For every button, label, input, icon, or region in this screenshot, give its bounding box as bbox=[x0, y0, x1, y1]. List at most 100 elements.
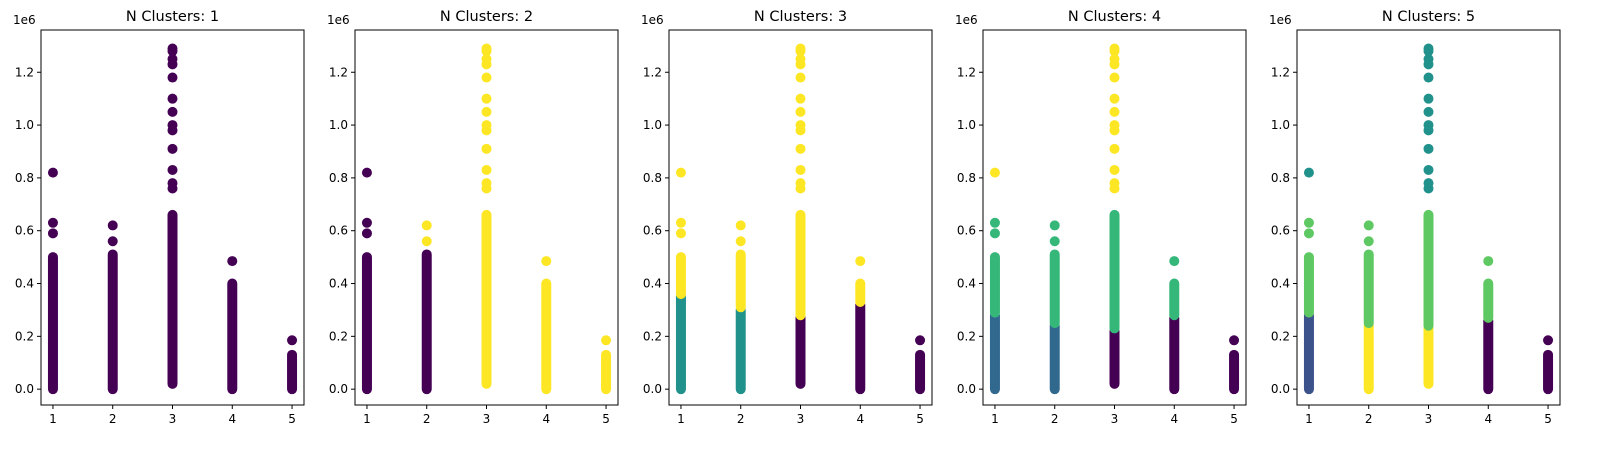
data-point bbox=[1169, 256, 1180, 267]
data-point bbox=[1423, 43, 1434, 54]
point-cluster bbox=[227, 278, 238, 395]
data-point bbox=[481, 178, 492, 189]
x-tick-label: 4 bbox=[228, 412, 236, 426]
point-cluster bbox=[1483, 315, 1494, 395]
y-tick-label: 0.2 bbox=[329, 329, 348, 343]
data-point bbox=[795, 178, 806, 189]
data-point bbox=[167, 178, 178, 189]
data-point bbox=[47, 217, 58, 228]
y-tick-label: 0.2 bbox=[15, 329, 34, 343]
x-tick-label: 2 bbox=[1051, 412, 1059, 426]
point-cluster bbox=[601, 349, 612, 395]
y-tick-label: 0.6 bbox=[329, 224, 348, 238]
data-point bbox=[1109, 106, 1120, 117]
data-point bbox=[1229, 335, 1240, 346]
data-point bbox=[167, 120, 178, 131]
data-point bbox=[421, 236, 432, 247]
data-point bbox=[1109, 143, 1120, 154]
x-tick-label: 1 bbox=[677, 412, 685, 426]
y-tick-label: 0.0 bbox=[1271, 382, 1290, 396]
x-tick-label: 4 bbox=[542, 412, 550, 426]
scatter-series bbox=[675, 43, 926, 395]
chart-title: N Clusters: 1 bbox=[126, 9, 219, 25]
chart-panel-5: 1 2 3 4 5 0.0 0.2 0.4 0.6 0.8 1.0 1.2 1e6 N Clusters:… bbox=[1269, 9, 1561, 426]
y-scale-offset-label: 1e6 bbox=[1269, 13, 1292, 27]
data-point bbox=[795, 106, 806, 117]
data-point bbox=[675, 228, 686, 239]
data-point bbox=[361, 217, 372, 228]
point-cluster bbox=[1363, 320, 1374, 395]
data-point bbox=[481, 43, 492, 54]
data-point bbox=[167, 43, 178, 54]
point-cluster bbox=[855, 278, 866, 308]
y-tick-label: 1.0 bbox=[643, 118, 662, 132]
point-cluster bbox=[855, 299, 866, 395]
data-point bbox=[1483, 256, 1494, 267]
point-cluster bbox=[989, 310, 1000, 395]
point-cluster bbox=[47, 252, 58, 395]
point-cluster bbox=[795, 312, 806, 389]
y-tick-label: 0.0 bbox=[15, 382, 34, 396]
x-tick-label: 5 bbox=[1230, 412, 1238, 426]
point-cluster bbox=[915, 349, 926, 395]
data-point bbox=[855, 256, 866, 267]
data-point bbox=[989, 228, 1000, 239]
chart-title: N Clusters: 2 bbox=[440, 9, 533, 25]
data-point bbox=[481, 143, 492, 154]
x-tick-label: 2 bbox=[423, 412, 431, 426]
x-tick-label: 2 bbox=[109, 412, 117, 426]
chart-title: N Clusters: 4 bbox=[1068, 9, 1161, 25]
point-cluster bbox=[795, 209, 806, 321]
data-point bbox=[1303, 228, 1314, 239]
x-tick-label: 4 bbox=[1170, 412, 1178, 426]
scatter-series bbox=[1303, 43, 1554, 395]
data-point bbox=[47, 228, 58, 239]
y-tick-label: 1.2 bbox=[957, 65, 976, 79]
data-point bbox=[361, 228, 372, 239]
y-tick-label: 0.4 bbox=[1271, 277, 1290, 291]
data-point bbox=[795, 43, 806, 54]
data-point bbox=[1423, 164, 1434, 175]
data-point bbox=[1109, 72, 1120, 83]
y-tick-label: 1.0 bbox=[15, 118, 34, 132]
data-point bbox=[1423, 106, 1434, 117]
data-point bbox=[989, 167, 1000, 178]
y-tick-label: 0.4 bbox=[329, 277, 348, 291]
data-point bbox=[795, 164, 806, 175]
data-point bbox=[541, 256, 552, 267]
data-point bbox=[167, 54, 178, 65]
data-point bbox=[1423, 93, 1434, 104]
y-scale-offset-label: 1e6 bbox=[955, 13, 978, 27]
y-tick-label: 1.2 bbox=[643, 65, 662, 79]
data-point bbox=[1423, 143, 1434, 154]
y-tick-label: 0.8 bbox=[957, 171, 976, 185]
data-point bbox=[481, 72, 492, 83]
point-cluster bbox=[1109, 326, 1120, 389]
data-point bbox=[287, 335, 298, 346]
data-point bbox=[1423, 120, 1434, 131]
x-tick-label: 4 bbox=[1484, 412, 1492, 426]
data-point bbox=[167, 143, 178, 154]
data-point bbox=[1303, 217, 1314, 228]
data-point bbox=[167, 164, 178, 175]
chart-title: N Clusters: 5 bbox=[1382, 9, 1475, 25]
y-scale-offset-label: 1e6 bbox=[13, 13, 36, 27]
data-point bbox=[107, 236, 118, 247]
data-point bbox=[1049, 236, 1060, 247]
data-point bbox=[735, 236, 746, 247]
data-point bbox=[675, 217, 686, 228]
data-point bbox=[481, 54, 492, 65]
x-tick-label: 3 bbox=[1425, 412, 1433, 426]
chart-panel-4: 1 2 3 4 5 0.0 0.2 0.4 0.6 0.8 1.0 1.2 1e6 N Clusters:… bbox=[955, 9, 1247, 426]
y-tick-label: 0.8 bbox=[1271, 171, 1290, 185]
data-point bbox=[1363, 220, 1374, 231]
y-tick-label: 0.4 bbox=[15, 277, 34, 291]
x-tick-label: 3 bbox=[483, 412, 491, 426]
data-point bbox=[1423, 54, 1434, 65]
point-cluster bbox=[1049, 320, 1060, 395]
scatter-series bbox=[361, 43, 612, 395]
data-point bbox=[1109, 43, 1120, 54]
data-point bbox=[167, 106, 178, 117]
x-tick-label: 5 bbox=[602, 412, 610, 426]
point-cluster bbox=[167, 209, 178, 389]
